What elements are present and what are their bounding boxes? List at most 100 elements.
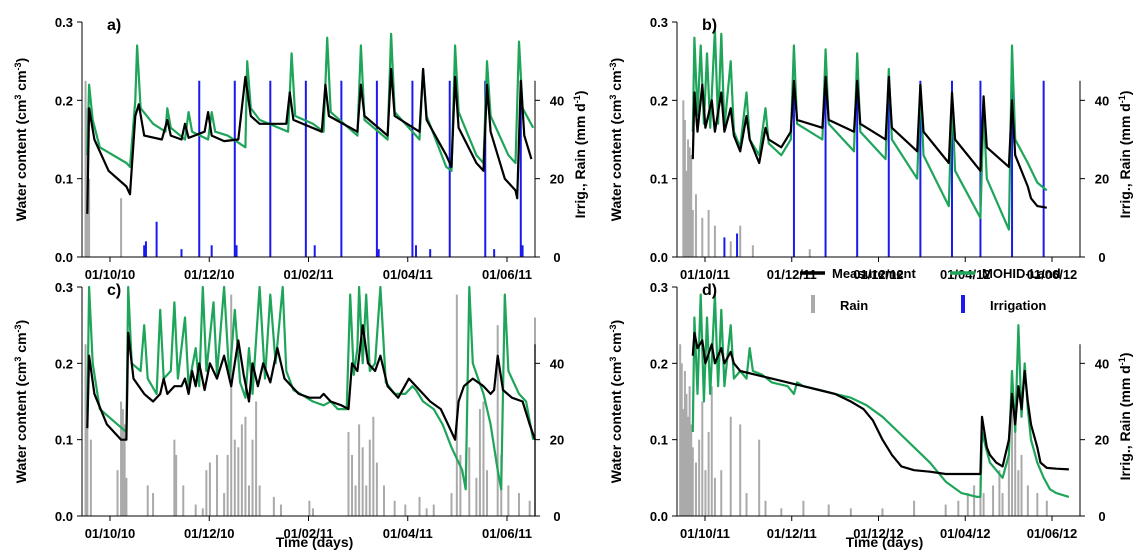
y2-axis-title-part: ) (1117, 353, 1133, 358)
rain-bar (944, 504, 947, 516)
x-tick-label: 01/04/11 (383, 267, 433, 282)
y2-tick-label: 20 (1095, 172, 1109, 187)
rain-bar (913, 500, 916, 516)
rain-bar (347, 432, 350, 516)
y-tick-label: 0.1 (55, 433, 73, 448)
rain-bar (713, 225, 716, 257)
rain-bar (707, 432, 710, 516)
x-tick-label: 01/02/11 (284, 526, 334, 541)
rain-bar (375, 462, 378, 516)
irrigation-bar (180, 249, 183, 257)
rain-bar (478, 409, 481, 516)
y-tick-label: 0.2 (650, 93, 668, 108)
y2-tick-label: 0 (553, 250, 560, 265)
rain-bar (425, 508, 428, 516)
rain-bar (1001, 493, 1004, 516)
y2-tick-label: 40 (1095, 93, 1109, 108)
rain-bar (146, 485, 149, 516)
rain-bar (255, 401, 258, 516)
rain-bar (992, 485, 995, 516)
x-tick-label: 01/04/12 (940, 526, 991, 541)
rain-bar (957, 500, 960, 516)
irrigation-bar (1042, 80, 1045, 257)
rain-bar (486, 470, 489, 516)
rain-bar (230, 294, 233, 516)
x-tick-label: 01/06/12 (1027, 267, 1078, 282)
rain-bar (393, 500, 396, 516)
rain-bar (713, 477, 716, 516)
x-tick-label: 01/06/11 (482, 267, 532, 282)
x-tick-label: 01/12/11 (767, 267, 817, 282)
y2-axis-title: Irrig., Rain (mm d-1) (1117, 353, 1133, 481)
y2-axis-title: Irrig., Rain (mm d-1) (1117, 91, 1133, 219)
rain-bar (683, 370, 686, 516)
x-tick-label: 01/12/11 (767, 526, 817, 541)
x-tick-label: 01/10/11 (680, 267, 730, 282)
rain-bar (701, 217, 704, 257)
rain-bar (690, 155, 693, 257)
y-axis-title: Water content (cm3 cm-3) (608, 58, 624, 221)
rain-bar (688, 147, 691, 257)
irrigation-bar (235, 245, 238, 257)
irrigation-bar (887, 80, 890, 257)
rain-bar (739, 225, 742, 257)
y2-tick-label: 40 (1095, 356, 1109, 371)
rain-bar (683, 119, 686, 258)
y2-tick-label: 0 (553, 509, 560, 524)
panel-letter: c) (107, 282, 121, 299)
irrigation-bar (340, 80, 343, 257)
y2-tick-label: 40 (550, 356, 564, 371)
y-axis-title-part: ) (13, 320, 29, 325)
y-tick-label: 0.0 (55, 509, 73, 524)
rain-bar (175, 454, 178, 516)
panel-a: 0.0 0.1 0.2 0.3 0 20 40 01/10/10 01/12/10 01/02/1… (13, 15, 588, 282)
rain-bar (258, 485, 261, 516)
rain-bar (308, 500, 311, 516)
irrigation-bar (736, 233, 739, 257)
y-tick-label: 0.2 (55, 93, 73, 108)
rain-bar (1026, 485, 1029, 516)
rain-bar (84, 80, 87, 257)
measurement-line (86, 324, 537, 441)
x-tick-label: 01/02/11 (284, 267, 334, 282)
rain-bar (802, 500, 805, 516)
rain-bar (125, 477, 128, 516)
x-tick-label: 01/10/10 (85, 526, 136, 541)
y2-axis-title-sup: -1 (1117, 95, 1127, 103)
legend-label-measurement: Measurement (832, 266, 916, 281)
y2-axis-title-sup: -1 (572, 95, 582, 103)
rain-bar (351, 454, 354, 516)
x-tick-label: 01/12/10 (184, 267, 235, 282)
rain-bar (354, 485, 357, 516)
legend-swatch-irrigation (961, 295, 965, 313)
y2-tick-label: 20 (550, 433, 564, 448)
rain-bar (240, 424, 243, 516)
rain-bar (496, 325, 499, 516)
rain-bar (84, 344, 87, 516)
x-tick-label: 01/06/12 (1027, 526, 1078, 541)
rain-bar (982, 493, 985, 516)
irrigation-bar (1011, 80, 1014, 257)
y2-axis-title-part: Irrig., Rain (mm d (1117, 365, 1133, 480)
irrigation-bar (429, 249, 432, 257)
y2-axis-title-part: Irrig., Rain (mm d (1117, 103, 1133, 218)
irrigation-bar (375, 80, 378, 257)
panel-d: 0.0 0.1 0.2 0.3 0 20 40 01/10/11 01/12/11 01/12/1… (608, 280, 1133, 550)
rain-bar (365, 485, 368, 516)
rain-bar (1045, 500, 1048, 516)
rain-bar (123, 424, 126, 516)
x-axis-title: Time (days) (276, 534, 354, 550)
rain-bar (88, 178, 91, 257)
rain-bar (120, 198, 123, 257)
x-tick-label: 01/10/11 (680, 526, 730, 541)
rain-bar (1036, 493, 1039, 516)
rain-bar (691, 447, 694, 516)
rain-bar (973, 485, 976, 516)
rain-bar (682, 409, 685, 516)
irrigation-bar (792, 80, 795, 257)
irrigation-bar (484, 80, 487, 257)
y-tick-label: 0.3 (650, 15, 668, 30)
rain-bar (404, 504, 407, 516)
irrigation-bar (723, 237, 726, 257)
rain-bar (758, 439, 761, 516)
